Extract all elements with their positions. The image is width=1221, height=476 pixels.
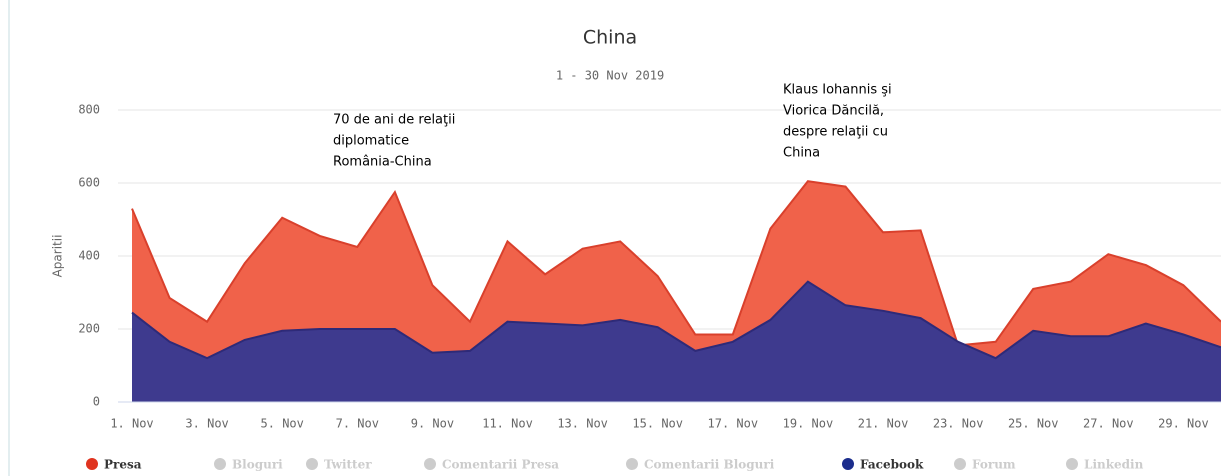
area-line xyxy=(131,180,1221,347)
legend-marker xyxy=(214,458,226,470)
legend-marker xyxy=(306,458,318,470)
legend-label: Twitter xyxy=(324,458,372,472)
annotation: România-China xyxy=(333,155,432,170)
x-tick-label: 7. Nov xyxy=(336,417,379,431)
legend-label: Facebook xyxy=(860,458,924,472)
legend-label: Comentarii Bloguri xyxy=(644,458,775,472)
legend-label: Forum xyxy=(972,458,1016,472)
legend-marker xyxy=(1066,458,1078,470)
annotation: Viorica Dăncilă, xyxy=(783,104,884,119)
x-tick-label: 9. Nov xyxy=(411,417,454,431)
legend-marker xyxy=(842,458,854,470)
y-axis-title: Aparitii xyxy=(51,235,65,278)
x-tick-label: 3. Nov xyxy=(185,417,228,431)
area-fill xyxy=(132,281,1221,402)
x-tick-label: 17. Nov xyxy=(708,417,759,431)
x-tick-label: 11. Nov xyxy=(482,417,533,431)
y-tick-label: 200 xyxy=(78,322,100,336)
x-tick-label: 21. Nov xyxy=(858,417,909,431)
legend-marker xyxy=(86,458,98,470)
x-tick-label: 1. Nov xyxy=(110,417,153,431)
legend-label: Comentarii Presa xyxy=(442,458,559,472)
x-tick-label: 5. Nov xyxy=(261,417,304,431)
legend-label: Presa xyxy=(104,458,142,472)
legend-marker xyxy=(954,458,966,470)
y-tick-label: 400 xyxy=(78,249,100,263)
annotation: Klaus Iohannis şi xyxy=(783,83,892,98)
legend-marker xyxy=(424,458,436,470)
chart-subtitle: 1 - 30 Nov 2019 xyxy=(556,69,664,83)
y-tick-label: 600 xyxy=(78,176,100,190)
x-tick-label: 23. Nov xyxy=(933,417,984,431)
x-tick-label: 29. Nov xyxy=(1158,417,1209,431)
x-tick-label: 15. Nov xyxy=(632,417,683,431)
x-tick-label: 25. Nov xyxy=(1008,417,1059,431)
annotation: 70 de ani de relaţii xyxy=(333,113,455,128)
annotation: despre relaţii cu xyxy=(783,125,888,140)
y-tick-label: 800 xyxy=(78,103,100,117)
y-tick-label: 0 xyxy=(93,395,100,409)
annotation: China xyxy=(783,146,820,161)
legend-label: Bloguri xyxy=(232,458,283,472)
chart-title: China xyxy=(583,27,637,49)
x-tick-label: 27. Nov xyxy=(1083,417,1134,431)
legend-label: Linkedin xyxy=(1084,458,1144,472)
area-line xyxy=(131,280,1221,360)
annotation: diplomatice xyxy=(333,134,409,149)
x-tick-label: 19. Nov xyxy=(783,417,834,431)
x-tick-label: 13. Nov xyxy=(557,417,608,431)
legend-marker xyxy=(626,458,638,470)
